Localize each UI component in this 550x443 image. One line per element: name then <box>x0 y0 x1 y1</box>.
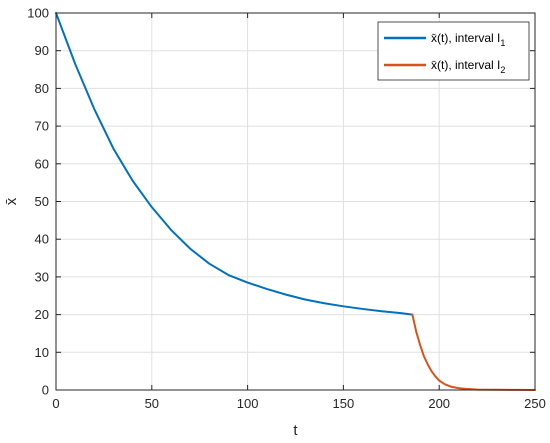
y-axis-label: x̄ <box>3 197 20 205</box>
x-tick-label: 200 <box>428 396 450 411</box>
legend-label-interval-2: x̄(t), interval I2 <box>431 58 505 75</box>
axis-ticks <box>55 12 536 391</box>
grid <box>55 12 536 391</box>
y-tick-label: 70 <box>35 119 49 134</box>
y-tick-label: 20 <box>35 307 49 322</box>
y-tick-label: 0 <box>42 383 49 398</box>
y-tick-label: 40 <box>35 232 49 247</box>
y-tick-label: 30 <box>35 269 49 284</box>
x-tick-label: 150 <box>333 396 355 411</box>
y-tick-label: 90 <box>35 43 49 58</box>
x-tick-label: 100 <box>237 396 259 411</box>
y-tick-label: 100 <box>27 6 49 21</box>
series-line-interval-1 <box>55 12 414 316</box>
legend-box <box>377 21 530 81</box>
x-tick-labels: 0 50 100 150 200 250 <box>52 396 545 411</box>
legend-label-interval-1: x̄(t), interval I1 <box>431 31 505 48</box>
x-tick-label: 50 <box>145 396 159 411</box>
y-tick-label: 80 <box>35 81 49 96</box>
y-tick-labels: 0 10 20 30 40 50 60 70 80 90 100 <box>27 6 49 398</box>
y-tick-label: 10 <box>35 345 49 360</box>
y-tick-label: 50 <box>35 194 49 209</box>
x-tick-label: 0 <box>52 396 59 411</box>
x-axis-label: t <box>293 422 298 439</box>
legend: x̄(t), interval I1 x̄(t), interval I2 <box>377 21 530 81</box>
y-tick-label: 60 <box>35 156 49 171</box>
x-tick-label: 250 <box>524 396 546 411</box>
